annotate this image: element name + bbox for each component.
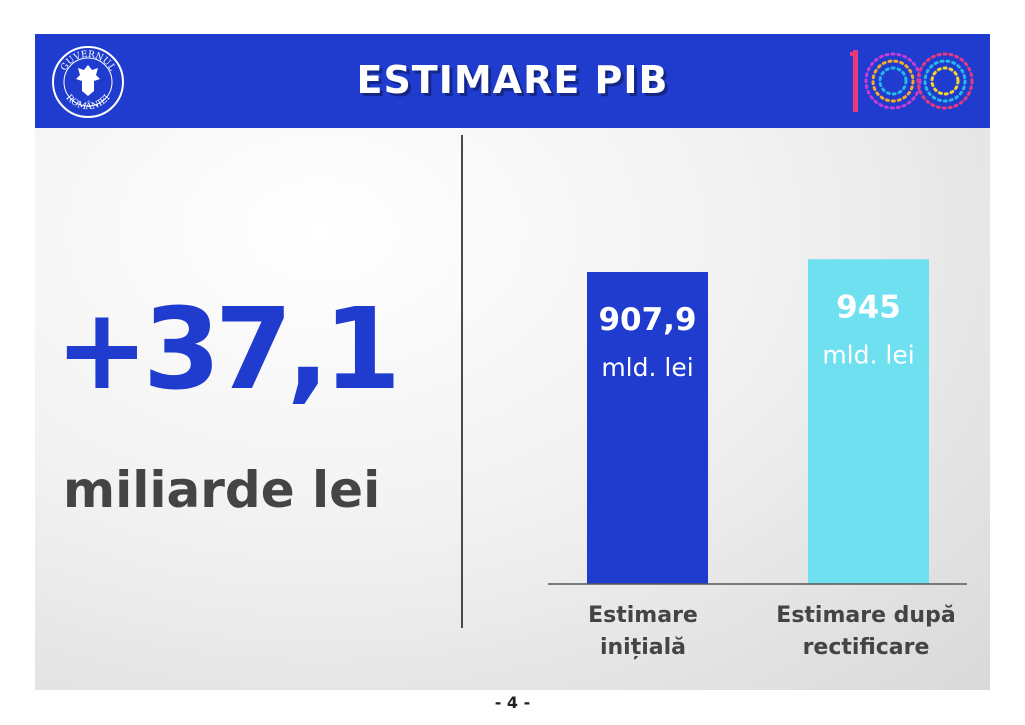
gdp-increase-value: +37,1	[55, 285, 401, 415]
bar-value-label-1: 907,9	[598, 302, 696, 338]
category-label-2-line-2: rectificare	[803, 635, 930, 660]
category-label-2-line-1: Estimare după	[776, 603, 955, 628]
bar-2	[808, 259, 929, 584]
vertical-divider	[461, 135, 463, 628]
gdp-increase-unit: miliarde lei	[63, 461, 381, 519]
category-label-1-line-1: Estimare	[588, 603, 698, 628]
bar-unit-label-2: mld. lei	[822, 340, 914, 369]
bar-value-label-2: 945	[836, 289, 901, 325]
page-number: - 4 -	[494, 693, 531, 712]
bar-unit-label-1: mld. lei	[601, 353, 693, 382]
centenary-100-logo-icon: 100	[850, 50, 974, 112]
header-bar: GUVERNUL ROMÂNIEI ESTIMARE PIB 100	[35, 34, 990, 128]
category-label-1-line-2: inițială	[600, 635, 686, 660]
government-emblem-icon: GUVERNUL ROMÂNIEI	[52, 46, 124, 118]
bar-1	[587, 272, 708, 584]
page-title: ESTIMARE PIB	[356, 58, 669, 102]
